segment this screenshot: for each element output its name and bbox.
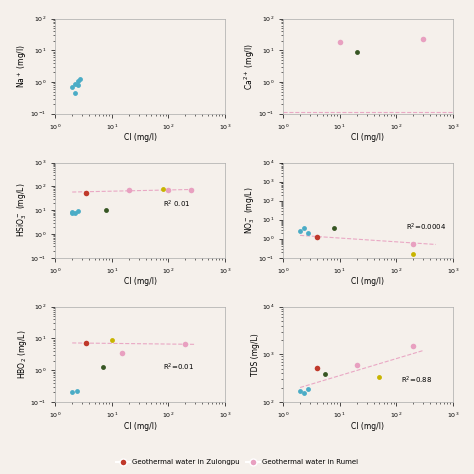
X-axis label: Cl (mg/l): Cl (mg/l) — [351, 133, 384, 142]
X-axis label: Cl (mg/l): Cl (mg/l) — [351, 421, 384, 430]
X-axis label: Cl (mg/l): Cl (mg/l) — [124, 133, 156, 142]
Legend: Geothermal water in Zulongpu, Geothermal water in Rumei: Geothermal water in Zulongpu, Geothermal… — [113, 456, 361, 468]
Text: R$^2$=0.01: R$^2$=0.01 — [163, 362, 194, 373]
Text: R$^2$=0.88: R$^2$=0.88 — [401, 375, 432, 386]
Y-axis label: HBO$_2$ (mg/L): HBO$_2$ (mg/L) — [16, 329, 29, 379]
Y-axis label: NO$_3^-$ (mg/L): NO$_3^-$ (mg/L) — [243, 186, 256, 234]
Y-axis label: TDS (mg/L): TDS (mg/L) — [251, 333, 260, 376]
Y-axis label: Ca$^{2+}$ (mg/l): Ca$^{2+}$ (mg/l) — [242, 43, 256, 90]
Y-axis label: Na$^+$ (mg/l): Na$^+$ (mg/l) — [15, 44, 29, 88]
X-axis label: Cl (mg/l): Cl (mg/l) — [124, 421, 156, 430]
Text: R$^2$ 0.01: R$^2$ 0.01 — [163, 199, 190, 210]
Text: R$^2$=0.0004: R$^2$=0.0004 — [406, 222, 447, 233]
Y-axis label: HSiO$_3^-$ (mg/L): HSiO$_3^-$ (mg/L) — [15, 183, 29, 237]
X-axis label: Cl (mg/l): Cl (mg/l) — [351, 277, 384, 286]
X-axis label: Cl (mg/l): Cl (mg/l) — [124, 277, 156, 286]
